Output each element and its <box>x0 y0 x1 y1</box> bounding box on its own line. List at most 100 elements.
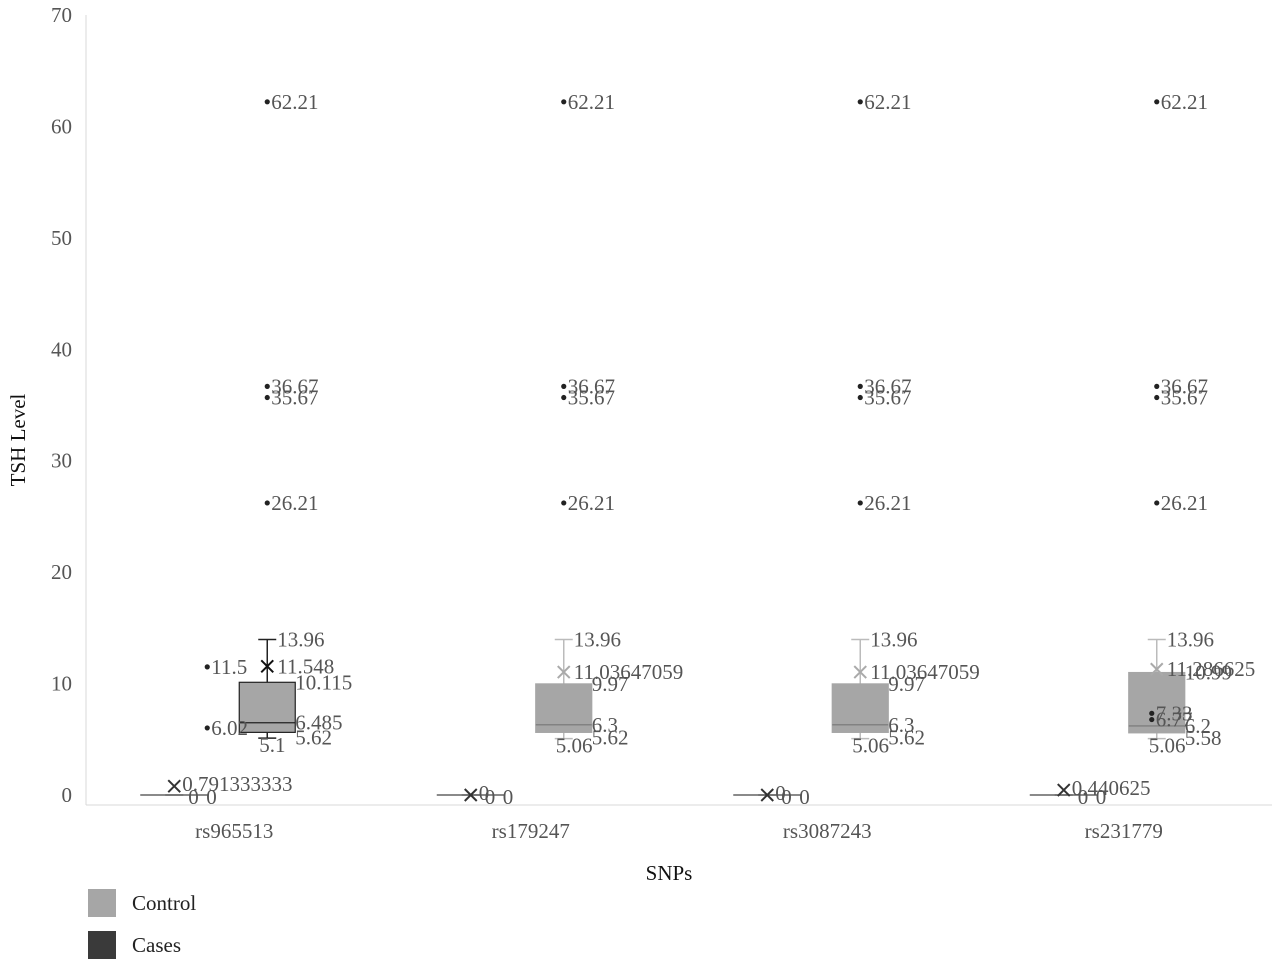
data-label-outlier: 62.21 <box>568 90 615 114</box>
data-label-outlier: 62.21 <box>1161 90 1208 114</box>
data-label-outlier: 6.77 <box>1156 708 1193 732</box>
y-tick-label: 20 <box>51 560 72 584</box>
data-label-mean: 0.440625 <box>1072 776 1151 800</box>
outlier-point <box>264 383 270 389</box>
data-label-q1: 5.62 <box>295 725 332 749</box>
data-label-min: 5.06 <box>1149 734 1186 758</box>
data-label-median: 6.485 <box>295 711 342 735</box>
box-mean-marker <box>260 659 274 674</box>
legend-label-control: Control <box>132 890 197 915</box>
data-label-outlier: 35.67 <box>271 386 318 410</box>
x-category-label: rs3087243 <box>783 819 872 843</box>
data-label-outlier: 62.21 <box>864 90 911 114</box>
data-labels: 13.9611.54810.1156.4855.625.10.791333333… <box>182 90 1255 809</box>
data-label-outlier: 11.5 <box>211 655 247 679</box>
outlier-point <box>1154 394 1160 401</box>
data-label-q3: 10.99 <box>1185 661 1232 685</box>
data-label-mean: 0 <box>479 781 490 805</box>
legend: Control Cases <box>88 888 196 972</box>
legend-item-cases: Cases <box>88 930 196 960</box>
data-label-median: 6.3 <box>888 713 914 737</box>
data-label-q1: 0 <box>206 785 217 809</box>
outlier-point <box>561 500 567 506</box>
box-body <box>1128 671 1186 734</box>
data-label-max: 13.96 <box>277 627 324 651</box>
outlier-point <box>1149 710 1155 716</box>
data-label-mean: 11.548 <box>277 654 334 678</box>
data-label-outlier: 26.21 <box>271 491 318 515</box>
data-label-mean: 0 <box>775 781 786 805</box>
data-label-outlier: 26.21 <box>1161 491 1208 515</box>
data-label-min: 5.06 <box>852 734 889 758</box>
data-label-outlier: 36.67 <box>864 374 911 398</box>
axes <box>85 15 1272 806</box>
y-ticks: 0 10 20 30 40 50 60 70 <box>51 3 72 807</box>
y-tick-label: 70 <box>51 3 72 27</box>
data-label-outlier: 7.33 <box>1156 701 1193 725</box>
data-label-outlier: 35.67 <box>568 386 615 410</box>
legend-swatch-control <box>88 889 116 917</box>
data-label-outlier: 6.02 <box>211 716 248 740</box>
data-label-q1: 5.62 <box>888 725 925 749</box>
data-label-q3: 9.97 <box>592 672 629 696</box>
data-label-outlier: 62.21 <box>271 90 318 114</box>
box-body <box>238 681 296 733</box>
outlier-point <box>204 725 210 731</box>
data-label-max: 13.96 <box>574 627 621 651</box>
data-label-outlier: 36.67 <box>1161 374 1208 398</box>
y-tick-label: 0 <box>62 783 73 807</box>
data-label-q1: 0 <box>503 785 514 809</box>
legend-item-control: Control <box>88 888 196 918</box>
outlier-point <box>561 99 567 105</box>
data-label-outlier: 36.67 <box>568 374 615 398</box>
x-category-label: rs231779 <box>1085 819 1163 843</box>
legend-label-cases: Cases <box>132 932 181 957</box>
data-label-min: 5.06 <box>556 734 593 758</box>
y-tick-label: 60 <box>51 114 72 138</box>
data-label-min: 0 <box>781 785 792 809</box>
data-label-mean: 11.03647059 <box>574 660 683 684</box>
outlier-point <box>561 383 567 389</box>
box-mean-marker <box>557 665 571 679</box>
outlier-point <box>264 99 270 105</box>
y-tick-label: 10 <box>51 672 72 696</box>
data-label-max: 13.96 <box>870 627 917 651</box>
data-label-min: 0 <box>485 785 496 809</box>
y-tick-label: 30 <box>51 449 72 473</box>
data-label-mean: 11.286625 <box>1167 657 1255 681</box>
data-label-outlier: 35.67 <box>1161 386 1208 410</box>
y-tick-label: 50 <box>51 226 72 250</box>
data-label-outlier: 35.67 <box>864 386 911 410</box>
outlier-point <box>264 394 270 401</box>
box-mean-marker <box>464 788 478 802</box>
box-mean-marker <box>853 665 867 679</box>
outlier-point <box>1154 500 1160 506</box>
data-label-min: 0 <box>1078 785 1089 809</box>
data-label-min: 5.1 <box>259 733 285 757</box>
outlier-point <box>857 500 863 506</box>
data-label-q3: 9.97 <box>888 672 925 696</box>
legend-swatch-cases <box>88 931 116 959</box>
x-categories: rs965513 rs179247 rs3087243 rs231779 <box>195 819 1163 843</box>
data-label-outlier: 36.67 <box>271 374 318 398</box>
data-label-median: 6.2 <box>1185 714 1211 738</box>
y-tick-label: 40 <box>51 337 72 361</box>
data-label-max: 13.96 <box>1167 627 1214 651</box>
x-category-label: rs179247 <box>492 819 570 843</box>
data-label-mean: 0.791333333 <box>182 772 292 796</box>
y-axis-title: TSH Level <box>6 393 30 486</box>
outlier-point <box>561 394 567 401</box>
outlier-point <box>1149 716 1155 723</box>
outlier-point <box>1154 383 1160 389</box>
box-marks <box>140 99 1186 802</box>
data-label-min: 0 <box>188 785 199 809</box>
box-mean-marker <box>1150 662 1164 676</box>
data-label-q1: 0 <box>799 785 810 809</box>
outlier-point <box>857 394 863 401</box>
outlier-point <box>204 664 210 670</box>
data-label-mean: 11.03647059 <box>870 660 979 684</box>
outlier-point <box>857 99 863 105</box>
box-mean-marker <box>760 788 774 802</box>
box-mean-marker <box>167 779 181 793</box>
